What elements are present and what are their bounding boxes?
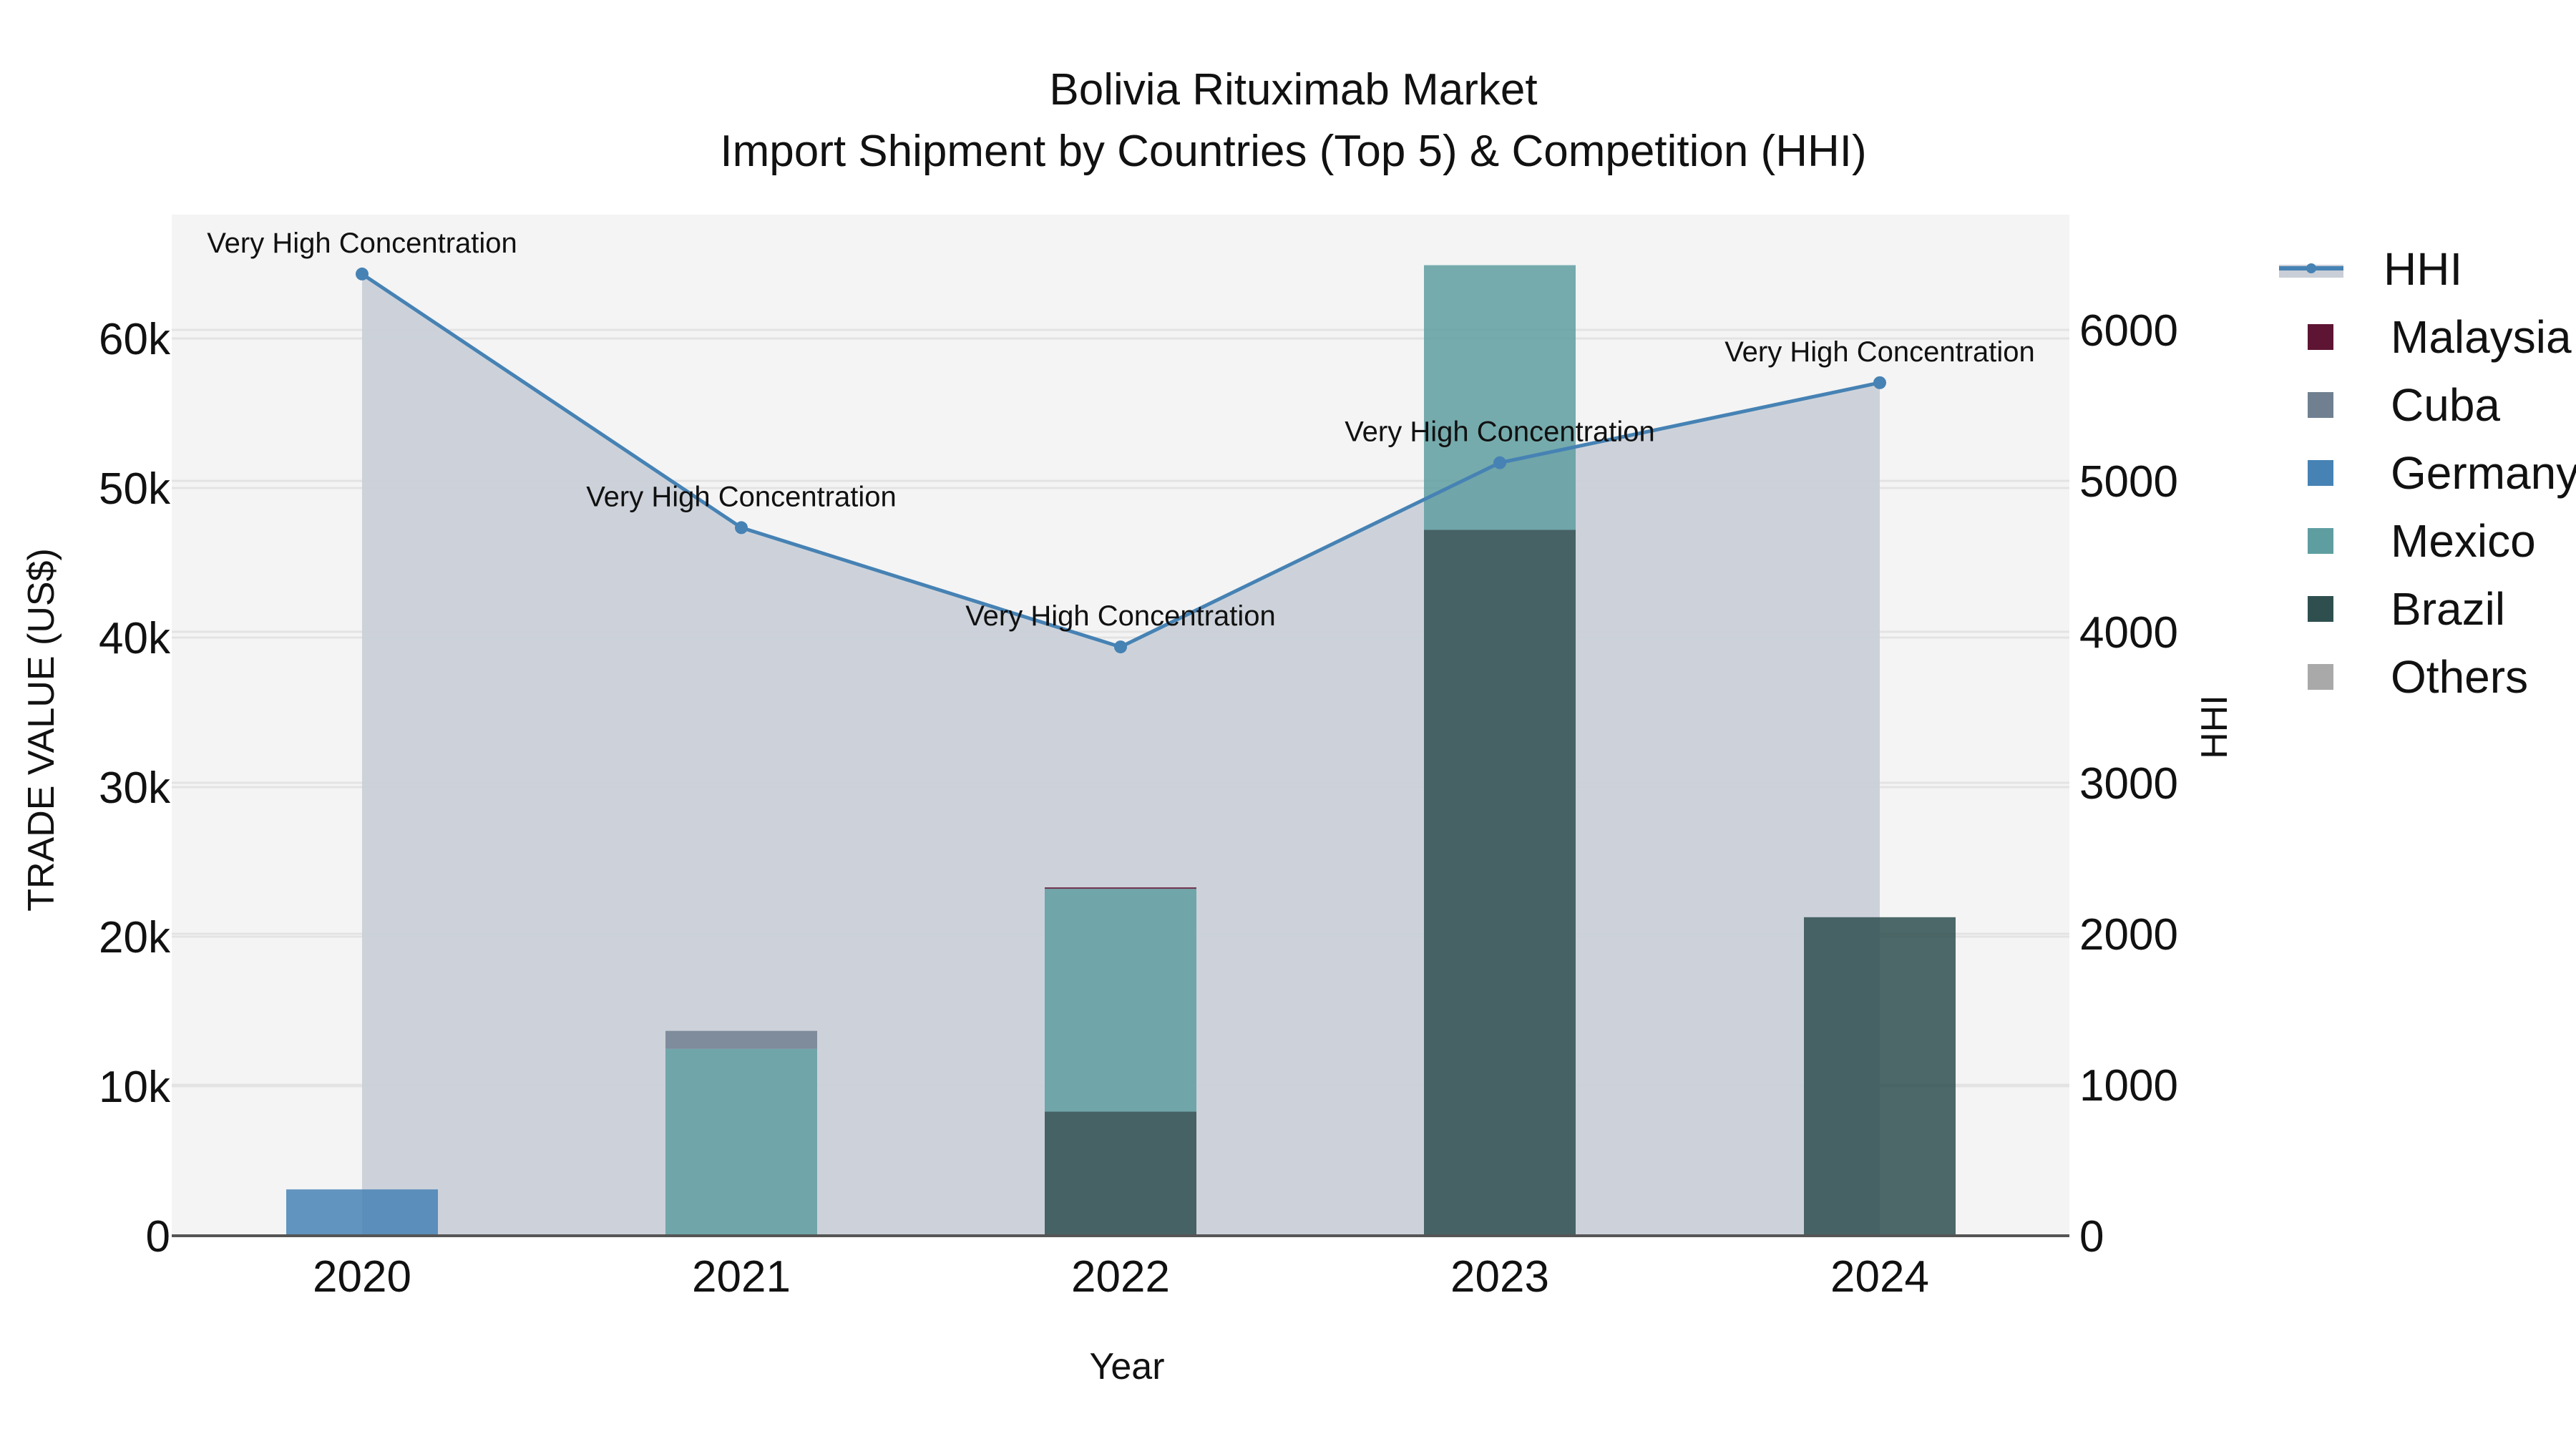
y-right-tick-label: 0 (2079, 1212, 2104, 1262)
y-left-tick-label: 30k (99, 763, 171, 813)
x-tick-label: 2023 (1450, 1252, 1549, 1302)
legend: HHI Malaysia Cuba Germany Mexico Brazil … (2279, 235, 2576, 711)
legend-item-brazil[interactable]: Brazil (2279, 575, 2576, 643)
legend-item-malaysia[interactable]: Malaysia (2279, 303, 2576, 371)
y-axis-right-title: HHI (2194, 695, 2235, 759)
hhi-annotation-label: Very High Concentration (1724, 336, 2035, 368)
y-left-tick-label: 0 (146, 1212, 170, 1262)
bar-segment-brazil (1045, 1111, 1196, 1236)
hhi-marker (1873, 376, 1886, 389)
bar-segment-mexico (1045, 889, 1196, 1112)
color-swatch-icon (2308, 595, 2333, 622)
color-swatch-icon (2308, 323, 2333, 350)
y-left-tick-label: 50k (99, 464, 171, 514)
legend-label: Malaysia (2391, 311, 2572, 363)
y-right-tick-label: 3000 (2079, 759, 2178, 809)
color-swatch-icon (2308, 527, 2333, 554)
legend-item-others[interactable]: Others (2279, 643, 2576, 711)
bar-segment-malaysia (1045, 887, 1196, 889)
legend-label: Germany (2391, 447, 2576, 499)
bar-segment-cuba (665, 1030, 817, 1049)
y-right-tick-label: 5000 (2079, 457, 2178, 507)
y-axis-left-title: TRADE VALUE (US$) (21, 548, 62, 912)
stacked-bars (286, 265, 1956, 1236)
hhi-marker (1493, 456, 1506, 469)
bar-segment-brazil (1424, 530, 1576, 1236)
line-marker-icon (2279, 256, 2343, 282)
hhi-annotation-label: Very High Concentration (965, 600, 1276, 632)
legend-item-hhi[interactable]: HHI (2279, 235, 2576, 303)
y-right-tick-label: 4000 (2079, 608, 2178, 658)
x-tick-label: 2024 (1830, 1252, 1929, 1302)
hhi-annotation-label: Very High Concentration (207, 228, 517, 259)
hhi-marker (356, 267, 369, 280)
y-left-tick-label: 20k (99, 913, 171, 962)
axis-ticks: 0 10k 20k 30k 40k 50k 60k 0 1000 2000 3000 4000 5000… (99, 306, 2178, 1302)
bar-segment-brazil (1804, 917, 1956, 1236)
x-tick-label: 2022 (1071, 1252, 1170, 1302)
legend-label: Brazil (2391, 582, 2506, 635)
chart-subtitle: Import Shipment by Countries (Top 5) & C… (720, 127, 1867, 176)
legend-item-cuba[interactable]: Cuba (2279, 371, 2576, 439)
hhi-marker (735, 521, 748, 535)
legend-item-germany[interactable]: Germany (2279, 439, 2576, 507)
x-axis-title: Year (1089, 1346, 1165, 1387)
y-left-tick-label: 60k (99, 315, 171, 364)
legend-label: Others (2391, 650, 2529, 703)
hhi-annotation-label: Very High Concentration (1345, 416, 1655, 448)
x-tick-label: 2021 (692, 1252, 791, 1302)
bar-segment-germany (286, 1189, 438, 1236)
y-right-tick-label: 6000 (2079, 306, 2178, 356)
y-right-tick-label: 1000 (2079, 1061, 2178, 1111)
color-swatch-icon (2308, 459, 2333, 486)
legend-label: Mexico (2391, 514, 2536, 567)
bar-segment-mexico (665, 1048, 817, 1236)
y-left-tick-label: 10k (99, 1063, 171, 1112)
y-right-tick-label: 2000 (2079, 910, 2178, 960)
x-tick-label: 2020 (313, 1252, 411, 1302)
hhi-annotations: Very High Concentration Very High Concent… (207, 228, 2035, 632)
hhi-marker (1114, 640, 1127, 654)
color-swatch-icon (2308, 391, 2333, 418)
legend-item-mexico[interactable]: Mexico (2279, 507, 2576, 575)
y-left-tick-label: 40k (99, 614, 171, 663)
legend-label: Cuba (2391, 379, 2500, 431)
chart-title: Bolivia Rituximab Market (1049, 65, 1538, 114)
hhi-line (356, 267, 1886, 654)
color-swatch-icon (2308, 663, 2333, 690)
hhi-annotation-label: Very High Concentration (586, 481, 897, 512)
legend-label: HHI (2384, 243, 2463, 295)
